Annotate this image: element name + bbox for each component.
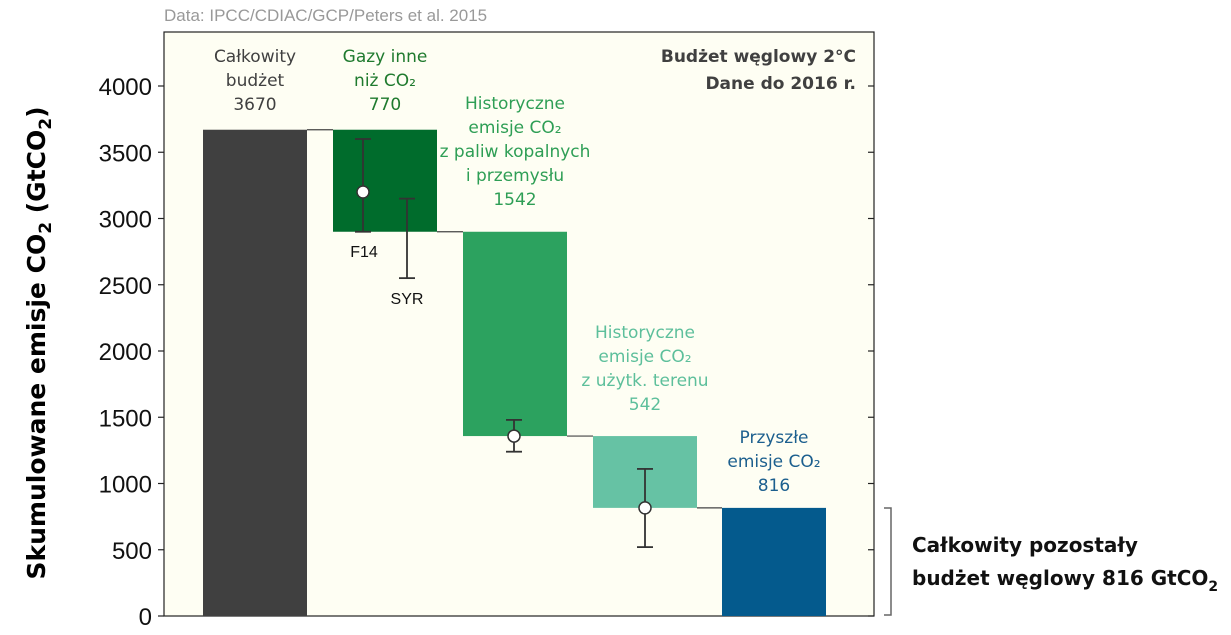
bar-label-4: Przyszłe emisje CO₂ 816: [727, 428, 820, 496]
bar-label-line: emisje CO₂: [727, 452, 820, 472]
y-axis-label-part: 2: [36, 222, 56, 234]
legend-box: Budżet węglowy 2°C Dane do 2016 r.: [661, 47, 856, 94]
source-note: Data: IPCC/CDIAC/GCP/Peters et al. 2015: [164, 6, 487, 25]
y-axis-label: Skumulowane emisje CO2 (GtCO2): [22, 106, 56, 579]
bar-label-line: 1542: [493, 190, 536, 210]
y-tick-label: 2500: [99, 273, 152, 300]
remaining-note-main: budżet węglowy 816 GtCO: [912, 566, 1208, 590]
y-tick-label: 4000: [99, 74, 152, 101]
bar-label-line: emisje CO₂: [468, 118, 561, 138]
right-axis-ticks: [868, 85, 874, 617]
y-tick-label: 3000: [99, 207, 152, 234]
bars: [203, 129, 826, 616]
error-bar-label: F14: [350, 244, 378, 261]
bar-label-line: Historyczne: [465, 94, 565, 114]
bar-4: [722, 507, 826, 616]
bar-label-line: niż CO₂: [354, 71, 416, 91]
y-axis-label-part: Skumulowane emisje CO: [22, 234, 51, 580]
bar-label-line: Całkowity: [214, 47, 296, 67]
legend-line-2: Dane do 2016 r.: [705, 74, 856, 94]
y-axis-label-part: 2: [36, 118, 56, 130]
bar-1: [333, 129, 437, 232]
remaining-note-line-1: Całkowity pozostały: [912, 533, 1138, 557]
error-bars: F14 SYR: [350, 138, 653, 548]
bar-label-line: 542: [629, 395, 661, 415]
y-axis: 0 500 1000 1500 2000 2500 3000 3500 4000: [99, 74, 164, 631]
y-tick-label: 3500: [99, 140, 152, 167]
bar-label-line: 816: [758, 476, 790, 496]
y-tick-label: 2000: [99, 339, 152, 366]
bar-label-1: Gazy inne niż CO₂ 770: [343, 47, 428, 115]
remaining-note: Całkowity pozostały budżet węglowy 816 G…: [912, 533, 1218, 595]
bar-label-line: 770: [369, 95, 401, 115]
y-tick-label: 1000: [99, 472, 152, 499]
bar-label-0: Całkowity budżet 3670: [214, 47, 296, 115]
y-tick-label: 1500: [99, 405, 152, 432]
bar-label-line: 3670: [233, 95, 276, 115]
connectors: [307, 129, 722, 509]
legend-line-1: Budżet węglowy 2°C: [661, 47, 856, 67]
bar-0: [203, 129, 307, 616]
error-bar-marker: [356, 185, 370, 199]
y-tick-label: 0: [139, 604, 152, 631]
bar-label-line: budżet: [226, 71, 285, 91]
bar-label-line: z paliw kopalnych: [440, 142, 591, 162]
error-bar-marker: [507, 429, 521, 443]
bar-label-line: Historyczne: [595, 323, 695, 343]
error-bar-marker: [638, 501, 652, 515]
remaining-bracket: [884, 507, 892, 616]
bar-label-line: Gazy inne: [343, 47, 428, 67]
bar-label-line: emisje CO₂: [598, 347, 691, 367]
bar-label-line: i przemysłu: [466, 166, 564, 186]
bar-label-2: Historyczne emisje CO₂ z paliw kopalnych i …: [440, 94, 591, 210]
bar-label-3: Historyczne emisje CO₂ z użytk. terenu 542: [581, 323, 708, 415]
remaining-note-sub: 2: [1208, 579, 1218, 595]
error-bar-label: SYR: [391, 291, 424, 308]
remaining-note-line-2: budżet węglowy 816 GtCO2: [912, 566, 1218, 595]
bar-label-line: Przyszłe: [740, 428, 809, 448]
bar-labels: Całkowity budżet 3670 Gazy inne niż CO₂ 770 Hi…: [214, 47, 821, 496]
y-axis-label-part: ): [22, 106, 51, 117]
y-tick-label: 500: [112, 538, 152, 565]
bar-2: [463, 231, 567, 437]
y-axis-label-part: (GtCO: [22, 130, 51, 222]
bar-label-line: z użytk. terenu: [581, 371, 708, 391]
